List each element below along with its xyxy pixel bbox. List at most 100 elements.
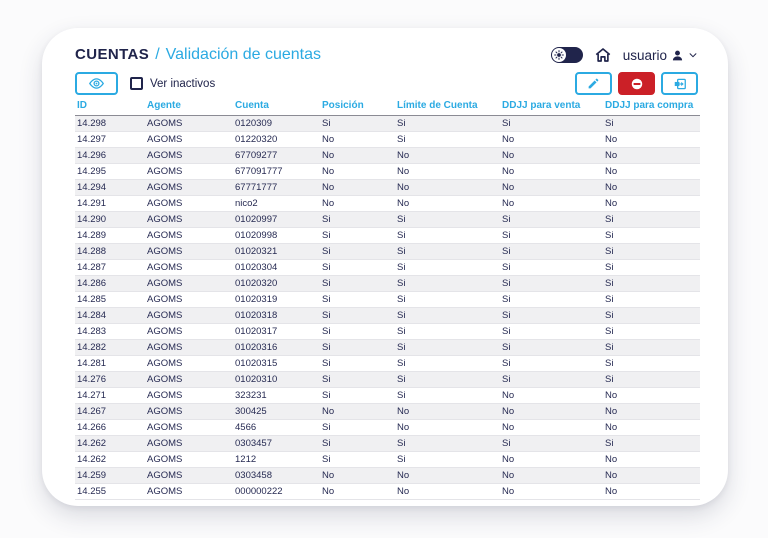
table-cell: 0303458: [233, 467, 320, 484]
table-cell: 14.286: [75, 275, 145, 292]
table-cell: Si: [603, 227, 700, 244]
table-row[interactable]: 14.271 AGOMS 323231 Si Si No No: [75, 387, 700, 404]
table-row[interactable]: 14.262 AGOMS 0303457 Si Si Si Si: [75, 435, 700, 452]
show-inactive-label: Ver inactivos: [150, 77, 216, 90]
table-row[interactable]: 14.297 AGOMS 01220320 No Si No No: [75, 131, 700, 148]
table-row[interactable]: 14.283 AGOMS 01020317 Si Si Si Si: [75, 323, 700, 340]
table-cell: No: [500, 483, 603, 500]
table-cell: Si: [395, 307, 500, 324]
table-cell: No: [500, 163, 603, 180]
table-cell: Si: [320, 451, 395, 468]
table-cell: AGOMS: [145, 339, 233, 356]
table-cell: 01020318: [233, 307, 320, 324]
table-cell: No: [395, 195, 500, 212]
table-cell: 01020321: [233, 243, 320, 260]
user-menu[interactable]: usuario: [623, 48, 698, 63]
table-cell: No: [320, 483, 395, 500]
disable-button[interactable]: [618, 72, 655, 95]
sun-icon: [551, 48, 566, 62]
table-cell: 0120309: [233, 115, 320, 132]
home-icon[interactable]: [594, 46, 612, 64]
table-row[interactable]: 14.267 AGOMS 300425 No No No No: [75, 403, 700, 420]
table-cell: Si: [395, 339, 500, 356]
theme-toggle[interactable]: [550, 47, 583, 63]
table-cell: Si: [500, 339, 603, 356]
table-cell: AGOMS: [145, 179, 233, 196]
table-cell: Si: [320, 419, 395, 436]
header-controls: usuario: [550, 46, 698, 64]
table-cell: 14.291: [75, 195, 145, 212]
table-cell: AGOMS: [145, 483, 233, 500]
toolbar-right: [575, 72, 698, 95]
toolbar: Ver inactivos: [75, 72, 698, 95]
table-row[interactable]: 14.291 AGOMS nico2 No No No No: [75, 195, 700, 212]
table-cell: AGOMS: [145, 435, 233, 452]
table-cell: 323231: [233, 387, 320, 404]
transfer-button[interactable]: [661, 72, 698, 95]
table-cell: No: [603, 195, 700, 212]
table-cell: Si: [320, 275, 395, 292]
table-row[interactable]: 14.296 AGOMS 67709277 No No No No: [75, 147, 700, 164]
table-cell: Si: [320, 291, 395, 308]
table-cell: No: [500, 451, 603, 468]
table-cell: No: [500, 467, 603, 484]
table-cell: No: [500, 195, 603, 212]
table-cell: Si: [603, 371, 700, 388]
table-cell: AGOMS: [145, 323, 233, 340]
table-cell: Si: [500, 243, 603, 260]
page-header: CUENTAS / Validación de cuentas: [75, 46, 698, 64]
table-row[interactable]: 14.289 AGOMS 01020998 Si Si Si Si: [75, 227, 700, 244]
table-row[interactable]: 14.281 AGOMS 01020315 Si Si Si Si: [75, 355, 700, 372]
chevron-down-icon: [688, 50, 698, 60]
table-cell: Si: [395, 323, 500, 340]
table-cell: Si: [603, 211, 700, 228]
table-cell: Si: [500, 259, 603, 276]
table-row[interactable]: 14.295 AGOMS 677091777 No No No No: [75, 163, 700, 180]
table-row[interactable]: 14.287 AGOMS 01020304 Si Si Si Si: [75, 259, 700, 276]
table-body: 14.298 AGOMS 0120309 Si Si Si Si 14.297 AGOMS 012…: [75, 115, 700, 500]
table-cell: No: [395, 403, 500, 420]
table-row[interactable]: 14.290 AGOMS 01020997 Si Si Si Si: [75, 211, 700, 228]
table-cell: 01020304: [233, 259, 320, 276]
view-button[interactable]: [75, 72, 118, 95]
table-cell: AGOMS: [145, 195, 233, 212]
table-row[interactable]: 14.298 AGOMS 0120309 Si Si Si Si: [75, 115, 700, 132]
table-row[interactable]: 14.276 AGOMS 01020310 Si Si Si Si: [75, 371, 700, 388]
table-cell: Si: [500, 227, 603, 244]
table-row[interactable]: 14.282 AGOMS 01020316 Si Si Si Si: [75, 339, 700, 356]
table-cell: Si: [395, 435, 500, 452]
table-cell: AGOMS: [145, 259, 233, 276]
table-row[interactable]: 14.284 AGOMS 01020318 Si Si Si Si: [75, 307, 700, 324]
table-cell: Si: [500, 307, 603, 324]
table-row[interactable]: 14.255 AGOMS 000000222 No No No No: [75, 483, 700, 500]
table-cell: No: [320, 179, 395, 196]
table-cell: Si: [320, 227, 395, 244]
table-cell: 14.259: [75, 467, 145, 484]
breadcrumb: CUENTAS / Validación de cuentas: [75, 46, 321, 64]
table-row[interactable]: 14.259 AGOMS 0303458 No No No No: [75, 467, 700, 484]
table-row[interactable]: 14.285 AGOMS 01020319 Si Si Si Si: [75, 291, 700, 308]
table-cell: AGOMS: [145, 163, 233, 180]
table-cell: 14.298: [75, 115, 145, 132]
table-cell: No: [603, 483, 700, 500]
table-cell: Si: [500, 211, 603, 228]
table-cell: 01220320: [233, 131, 320, 148]
table-row[interactable]: 14.288 AGOMS 01020321 Si Si Si Si: [75, 243, 700, 260]
edit-button[interactable]: [575, 72, 612, 95]
table-row[interactable]: 14.294 AGOMS 67771777 No No No No: [75, 179, 700, 196]
table-cell: 14.271: [75, 387, 145, 404]
table-row[interactable]: 14.262 AGOMS 1212 Si Si No No: [75, 451, 700, 468]
table-row[interactable]: 14.266 AGOMS 4566 Si No No No: [75, 419, 700, 436]
col-header-agente: Agente: [145, 98, 233, 116]
show-inactive-toggle[interactable]: Ver inactivos: [130, 77, 215, 90]
table-cell: 01020317: [233, 323, 320, 340]
col-header-id: ID: [75, 98, 145, 116]
table-cell: Si: [603, 435, 700, 452]
table-row[interactable]: 14.286 AGOMS 01020320 Si Si Si Si: [75, 275, 700, 292]
table-cell: 14.284: [75, 307, 145, 324]
table-cell: AGOMS: [145, 115, 233, 132]
show-inactive-checkbox[interactable]: [130, 77, 143, 90]
table-cell: Si: [395, 115, 500, 132]
table-cell: Si: [320, 211, 395, 228]
table-cell: Si: [320, 259, 395, 276]
